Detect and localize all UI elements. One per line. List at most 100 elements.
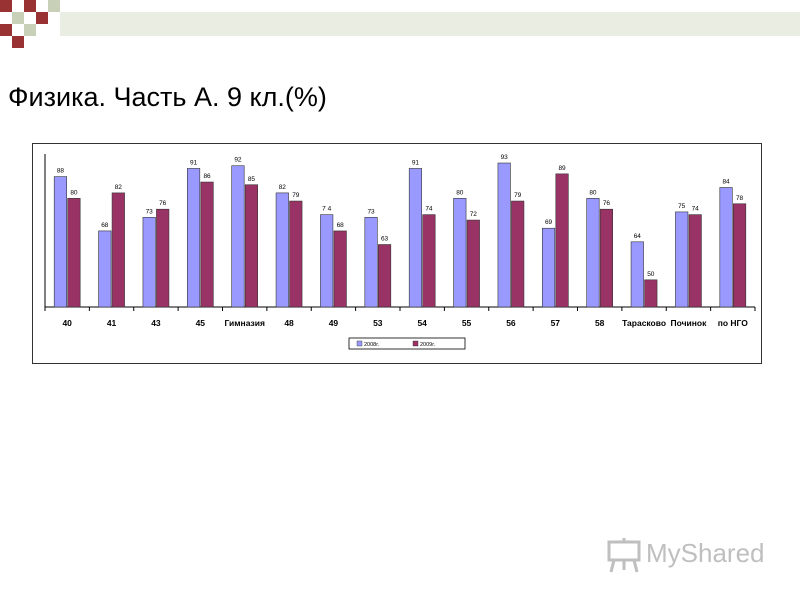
x-tick-label: 48 [284, 318, 294, 328]
x-tick-label: Гимназия [224, 318, 265, 328]
data-label: 85 [248, 176, 256, 183]
data-label: 68 [337, 222, 345, 229]
x-tick-label: по НГО [718, 318, 749, 328]
bar-2009 [688, 214, 702, 308]
data-label: 50 [647, 271, 655, 278]
bar-2009 [378, 244, 392, 308]
x-tick-label: Тарасково [622, 318, 666, 328]
bar-2009 [156, 208, 170, 308]
corner-decoration [0, 0, 800, 48]
data-label: 7 4 [322, 206, 331, 213]
x-tick-label: 41 [107, 318, 117, 328]
bar-2009 [244, 184, 258, 308]
bar-2009 [67, 198, 81, 308]
bar-2009 [333, 230, 347, 308]
deco-square [12, 36, 24, 48]
bar-2008 [497, 162, 511, 308]
deco-band [60, 12, 800, 36]
data-label: 72 [470, 211, 478, 218]
bar-2008 [98, 230, 112, 308]
data-label: 88 [57, 168, 65, 175]
x-tick-label: 49 [329, 318, 339, 328]
bar-2009 [111, 192, 125, 308]
deco-square [24, 24, 36, 36]
deco-square [0, 24, 12, 36]
bar-2008 [630, 241, 644, 308]
data-label: 79 [514, 192, 522, 199]
data-label: 63 [381, 236, 389, 243]
legend-label: 2009г. [420, 342, 436, 348]
bar-2008 [719, 187, 733, 308]
data-label: 79 [292, 192, 300, 199]
x-tick-label: 55 [462, 318, 472, 328]
x-tick-label: 45 [196, 318, 206, 328]
data-label: 93 [501, 154, 509, 161]
data-label: 73 [146, 208, 154, 215]
x-tick-label: 58 [595, 318, 605, 328]
data-label: 84 [722, 178, 730, 185]
data-label: 91 [190, 159, 198, 166]
data-label: 78 [736, 195, 744, 202]
data-label: 89 [558, 165, 566, 172]
bar-2008 [187, 168, 201, 308]
bar-2008 [275, 192, 289, 308]
bar-2008 [320, 214, 334, 308]
bar-2009 [289, 200, 303, 308]
bar-2009 [200, 181, 214, 308]
deco-square [36, 12, 48, 24]
data-label: 86 [203, 173, 211, 180]
bar-2008 [53, 176, 67, 308]
deco-square [48, 0, 60, 12]
data-label: 76 [159, 200, 167, 207]
bar-2008 [142, 217, 156, 308]
deco-square [24, 0, 36, 12]
data-label: 64 [634, 233, 642, 240]
data-label: 82 [115, 184, 123, 191]
bar-2008 [453, 198, 467, 308]
legend-swatch [356, 340, 363, 347]
data-label: 80 [456, 189, 464, 196]
x-tick-label: 56 [506, 318, 516, 328]
deco-square [12, 12, 24, 24]
data-label: 74 [425, 206, 433, 213]
x-tick-label: 43 [151, 318, 161, 328]
presentation-board-icon [607, 538, 641, 573]
bar-2008 [408, 168, 422, 308]
bar-2009 [555, 173, 569, 308]
bar-2008 [364, 217, 378, 308]
bar-2008 [586, 198, 600, 308]
bar-2009 [733, 203, 747, 308]
data-label: 74 [692, 206, 700, 213]
deco-square [0, 0, 12, 12]
data-label: 76 [603, 200, 611, 207]
data-label: 82 [279, 184, 287, 191]
slide-title: Физика. Часть А. 9 кл.(%) [8, 82, 327, 112]
bar-2009 [466, 219, 480, 308]
legend-box [348, 337, 466, 350]
watermark-text: MyShared [646, 538, 765, 568]
bar-2008 [675, 211, 689, 308]
data-label: 91 [412, 159, 420, 166]
bar-chart: 88 80 40 68 82 41 73 76 43 91 86 45 92 85 Гимназия 82 79… [44, 154, 756, 350]
x-tick-label: Починок [671, 318, 708, 328]
data-label: 75 [678, 203, 686, 210]
x-tick-label: 57 [551, 318, 561, 328]
x-tick-label: 40 [62, 318, 72, 328]
data-label: 92 [234, 157, 242, 164]
watermark: MyShared [606, 536, 766, 576]
x-tick-label: 53 [373, 318, 383, 328]
data-label: 80 [70, 189, 78, 196]
chart-frame: 88 80 40 68 82 41 73 76 43 91 86 45 92 85 Гимназия 82 79… [32, 143, 762, 364]
data-label: 80 [589, 189, 597, 196]
bar-2009 [644, 279, 658, 308]
bar-2008 [542, 227, 556, 308]
data-label: 69 [545, 219, 553, 226]
data-label: 73 [367, 208, 375, 215]
legend-swatch [412, 340, 419, 347]
x-tick-label: 54 [417, 318, 427, 328]
bar-2009 [422, 214, 436, 308]
bar-2008 [231, 165, 245, 308]
bar-2009 [511, 200, 525, 308]
data-label: 68 [101, 222, 109, 229]
legend-label: 2008г. [364, 342, 380, 348]
